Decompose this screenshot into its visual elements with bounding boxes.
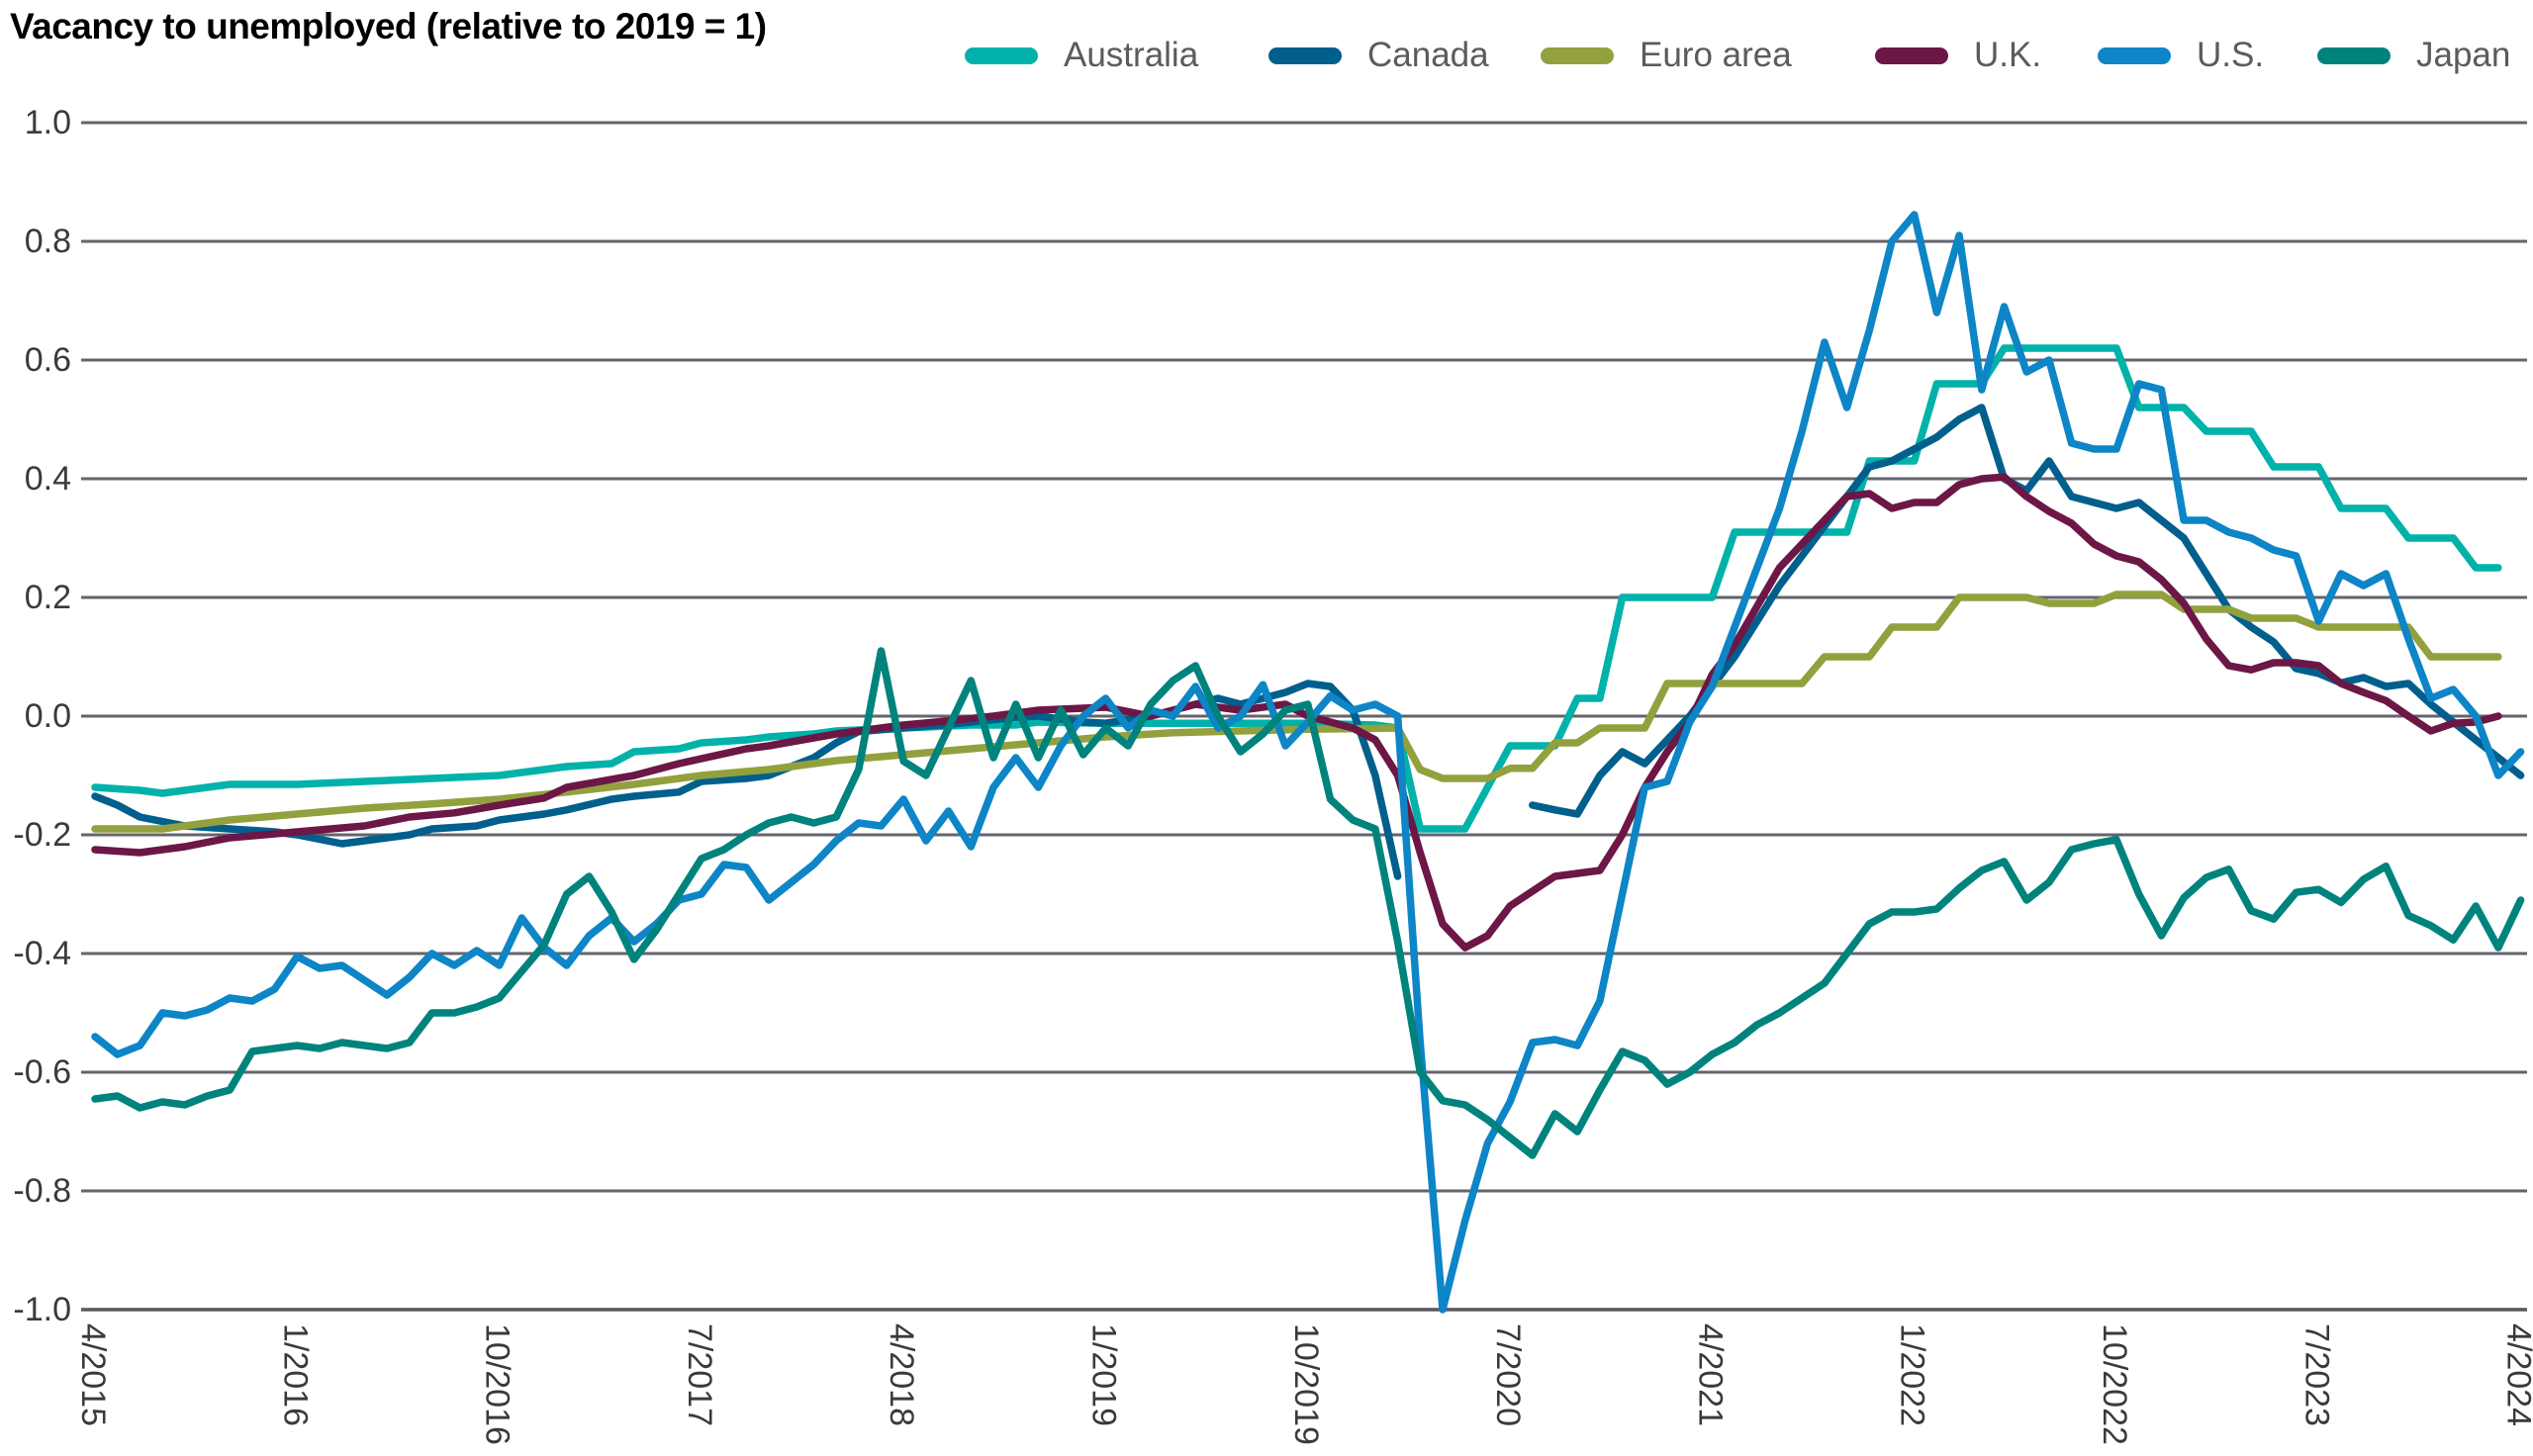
legend-item-australia: Australia (965, 36, 1198, 75)
x-tick-label: 4/2015 (74, 1323, 112, 1426)
series-line-australia (91, 344, 2502, 833)
y-tick-label: 0.2 (24, 579, 71, 616)
legend-item-japan: Japan (2317, 36, 2510, 75)
x-tick-label: 7/2017 (680, 1323, 718, 1426)
x-tick-label: 4/2024 (2499, 1323, 2533, 1426)
x-tick-label: 10/2019 (1286, 1323, 1325, 1445)
x-tick-label: 10/2022 (2096, 1323, 2133, 1445)
legend-swatch-icon (1875, 46, 1948, 64)
x-tick-label: 7/2020 (1489, 1323, 1528, 1426)
y-tick-label: -0.4 (13, 935, 71, 972)
x-tick-label: 10/2016 (478, 1323, 516, 1445)
y-tick-label: 0.0 (24, 697, 71, 735)
legend-swatch-icon (1541, 46, 1614, 64)
y-tick-label: -0.6 (13, 1053, 71, 1091)
legend-item-u-k-: U.K. (1875, 36, 2041, 75)
legend-label: U.S. (2197, 36, 2265, 74)
x-tick-label: 4/2018 (883, 1323, 921, 1426)
legend-label: Japan (2416, 36, 2511, 74)
y-tick-label: 0.6 (24, 341, 71, 379)
legend-item-canada: Canada (1268, 36, 1489, 75)
chart-legend: Australia Canada Euro area U.K. U.S. Japan (0, 0, 2533, 89)
series-line-u-s- (91, 211, 2525, 1314)
legend-swatch-icon (2098, 46, 2171, 64)
y-tick-label: 1.0 (24, 104, 71, 141)
x-tick-label: 1/2019 (1084, 1323, 1123, 1426)
series-line-japan (91, 647, 2525, 1159)
x-tick-label: 4/2021 (1691, 1323, 1730, 1426)
y-tick-label: -0.2 (13, 816, 71, 854)
legend-swatch-icon (965, 46, 1038, 64)
x-tick-label: 1/2016 (276, 1323, 315, 1426)
legend-item-u-s-: U.S. (2098, 36, 2264, 75)
series-line-canada (91, 680, 1402, 880)
chart-title: Vacancy to unemployed (relative to 2019 … (10, 6, 767, 46)
y-tick-label: -1.0 (13, 1291, 71, 1328)
legend-swatch-icon (1268, 46, 1342, 64)
series-line-u-k- (91, 473, 2502, 952)
legend-label: U.K. (1974, 36, 2042, 74)
series-line-euro-area (91, 591, 2502, 833)
x-tick-label: 1/2022 (1893, 1323, 1931, 1426)
legend-swatch-icon (2317, 46, 2391, 64)
legend-label: Australia (1064, 36, 1199, 74)
y-tick-label: 0.8 (24, 223, 71, 260)
legend-item-euro-area: Euro area (1541, 36, 1792, 75)
y-tick-label: 0.4 (24, 460, 71, 498)
x-tick-label: 7/2023 (2298, 1323, 2336, 1426)
legend-label: Canada (1367, 36, 1489, 74)
y-tick-label: -0.8 (13, 1172, 71, 1210)
legend-label: Euro area (1640, 36, 1792, 74)
